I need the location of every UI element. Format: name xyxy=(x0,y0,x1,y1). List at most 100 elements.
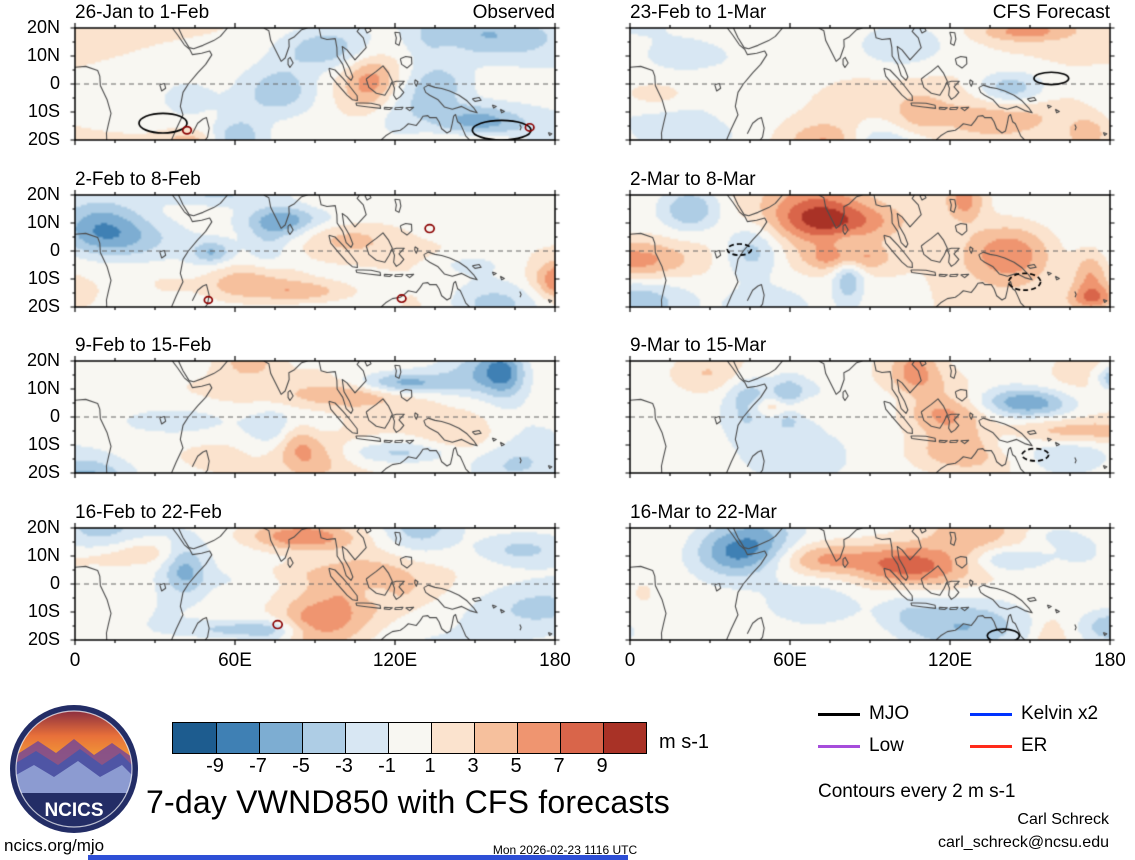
y-axis-label: 10N xyxy=(26,212,60,233)
logo-mountains-front xyxy=(16,761,132,797)
panel-title: 2-Mar to 8-Mar xyxy=(630,169,756,190)
x-axis-label: 120E xyxy=(927,650,973,671)
legend-line xyxy=(818,712,860,716)
y-axis-label: 10S xyxy=(27,101,60,122)
y-axis-label: 0 xyxy=(49,73,60,94)
ncics-logo: NCICS xyxy=(8,703,140,835)
colorbar-tick-label: 7 xyxy=(553,755,565,777)
y-axis-label: 20S xyxy=(27,129,60,150)
colorbar-tick-label: -5 xyxy=(292,755,310,777)
y-axis-label: 20S xyxy=(27,296,60,317)
colorbar-tick-label: -9 xyxy=(206,755,224,777)
logo-inner-ring xyxy=(15,710,133,828)
map-panel: 26-Jan to 1-Feb Observed xyxy=(69,2,561,152)
map-canvas xyxy=(69,189,561,313)
legend-label: Kelvin x2 xyxy=(1021,703,1099,724)
colorbar-segment xyxy=(603,723,646,753)
x-axis-label: 60E xyxy=(218,650,252,671)
map-panel: 23-Feb to 1-Mar CFS Forecast xyxy=(624,2,1116,152)
y-axis-label: 20N xyxy=(26,184,60,205)
colorbar-tick-label: 9 xyxy=(596,755,608,777)
panel-title: 9-Mar to 15-Mar xyxy=(630,335,767,356)
panel-title: 16-Feb to 22-Feb xyxy=(75,502,222,523)
column-header: CFS Forecast xyxy=(992,2,1110,23)
legend-item-kelvin-x2: Kelvin x2 xyxy=(970,703,1098,725)
x-axis-label: 180 xyxy=(1094,650,1126,671)
credit-email: carl_schreck@ncsu.edu xyxy=(938,834,1109,851)
colorbar-tick-label: -3 xyxy=(335,755,353,777)
colorbar-segment xyxy=(474,723,517,753)
y-axis-label: 10N xyxy=(26,545,60,566)
colorbar-segment xyxy=(216,723,259,753)
map-panel: 9-Feb to 15-Feb xyxy=(69,335,561,485)
map-panel: 2-Mar to 8-Mar xyxy=(624,169,1116,319)
colorbar-segment xyxy=(173,723,216,753)
logo-text: NCICS xyxy=(44,800,103,821)
colorbar-segment xyxy=(345,723,388,753)
y-axis-label: 20S xyxy=(27,629,60,650)
legend-line xyxy=(818,744,860,748)
map-canvas xyxy=(624,355,1116,479)
figure-title: 7-day VWND850 with CFS forecasts xyxy=(146,784,670,820)
colorbar-segment xyxy=(431,723,474,753)
map-canvas xyxy=(624,22,1116,146)
legend-item-er: ER xyxy=(970,735,1098,757)
colorbar-units-label: m s-1 xyxy=(659,731,709,753)
y-axis-label: 0 xyxy=(49,240,60,261)
x-axis-label: 60E xyxy=(773,650,807,671)
map-canvas xyxy=(624,522,1116,646)
colorbar-tick-label: 5 xyxy=(510,755,522,777)
panel-title: 9-Feb to 15-Feb xyxy=(75,335,212,356)
y-axis-label: 20S xyxy=(27,462,60,483)
y-axis-label: 10N xyxy=(26,378,60,399)
colorbar-segment xyxy=(259,723,302,753)
colorbar-tick-label: 3 xyxy=(467,755,479,777)
legend-label: Low xyxy=(869,735,904,756)
bottom-blue-bar xyxy=(88,855,628,860)
map-canvas xyxy=(69,22,561,146)
legend-line xyxy=(970,744,1012,748)
column-header: Observed xyxy=(472,2,555,23)
colorbar-tick-label: 1 xyxy=(424,755,436,777)
y-axis-label: 20N xyxy=(26,350,60,371)
colorbar-segment xyxy=(302,723,345,753)
x-axis-label: 120E xyxy=(372,650,418,671)
panel-title: 26-Jan to 1-Feb xyxy=(75,2,210,23)
legend-label: ER xyxy=(1021,735,1048,756)
panel-title: 2-Feb to 8-Feb xyxy=(75,169,201,190)
map-canvas xyxy=(69,355,561,479)
y-axis-label: 10S xyxy=(27,268,60,289)
map-panel: 9-Mar to 15-Mar xyxy=(624,335,1116,485)
y-axis-label: 0 xyxy=(49,573,60,594)
panel-title: 16-Mar to 22-Mar xyxy=(630,502,777,523)
x-axis-label: 180 xyxy=(539,650,571,671)
x-axis-label: 0 xyxy=(624,650,636,671)
footer-url: ncics.org/mjo xyxy=(4,836,105,855)
panel-title: 23-Feb to 1-Mar xyxy=(630,2,767,23)
y-axis-label: 10N xyxy=(26,45,60,66)
legend-item-low: Low xyxy=(818,735,970,757)
footer-timestamp: Mon 2026-02-23 1116 UTC xyxy=(492,843,638,857)
wave-legend: MJO Kelvin x2 Low ER xyxy=(818,703,1098,757)
map-panel: 2-Feb to 8-Feb xyxy=(69,169,561,319)
contours-note: Contours every 2 m s-1 xyxy=(818,781,1016,802)
colorbar-tick-labels: -9 -7 -5 -3 -1 1 3 5 7 9 xyxy=(172,755,646,781)
map-canvas xyxy=(69,522,561,646)
y-axis-label: 0 xyxy=(49,406,60,427)
colorbar-tick-label: -7 xyxy=(249,755,267,777)
colorbar-segment xyxy=(517,723,560,753)
colorbar xyxy=(172,722,647,754)
y-axis-label: 10S xyxy=(27,601,60,622)
y-axis-label: 20N xyxy=(26,17,60,38)
legend-label: MJO xyxy=(869,703,910,724)
colorbar-tick-label: -1 xyxy=(378,755,396,777)
ncics-logo-image: NCICS xyxy=(10,705,138,833)
map-canvas xyxy=(624,189,1116,313)
credit-name: Carl Schreck xyxy=(1017,811,1109,828)
colorbar-segment xyxy=(388,723,431,753)
x-axis-label: 0 xyxy=(69,650,81,671)
legend-item-mjo: MJO xyxy=(818,703,970,725)
y-axis-label: 20N xyxy=(26,517,60,538)
map-panel: 16-Mar to 22-Mar xyxy=(624,502,1116,652)
